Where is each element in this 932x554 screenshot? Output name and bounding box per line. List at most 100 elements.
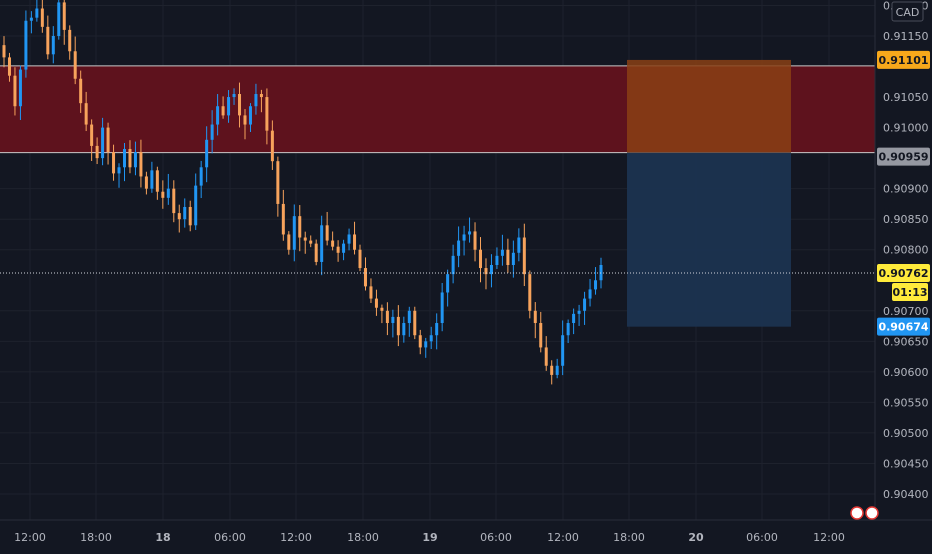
candle-body — [572, 313, 576, 324]
candle-body — [205, 139, 209, 168]
candle-body — [221, 106, 225, 116]
candle-body — [309, 240, 313, 244]
candle-body — [457, 240, 461, 256]
candle-body — [57, 2, 61, 36]
candle-body — [577, 310, 581, 314]
y-tick-label: 0.91000 — [883, 122, 929, 135]
candle-body — [380, 307, 384, 311]
take-profit-area[interactable] — [627, 152, 791, 327]
candle-body — [95, 145, 99, 159]
candle-body — [254, 94, 258, 107]
candle-body — [473, 231, 477, 250]
currency-badge[interactable] — [891, 1, 924, 22]
candle-body — [73, 51, 77, 79]
candle-body — [462, 234, 466, 241]
y-tick-label: 0.90550 — [883, 396, 929, 409]
x-tick-label: 18:00 — [613, 531, 645, 544]
x-tick-label: 06:00 — [480, 531, 512, 544]
candle-body — [320, 225, 324, 262]
y-tick-label: 0.90700 — [883, 305, 929, 318]
candle-body — [106, 127, 110, 153]
candle-body — [84, 103, 88, 125]
candle-body — [369, 286, 373, 299]
candle-body — [232, 94, 236, 98]
y-tick-label: 0.90850 — [883, 213, 929, 226]
candle-body — [2, 45, 6, 58]
candle-body — [40, 8, 44, 27]
candle-body — [550, 365, 554, 375]
candle-body — [331, 240, 335, 247]
candle-body — [199, 167, 203, 186]
zone-bottom-flag — [877, 147, 930, 166]
candle-body — [555, 365, 559, 375]
candle-body — [29, 17, 33, 21]
candle-body — [51, 36, 55, 55]
y-tick-label: 0.90600 — [883, 366, 929, 379]
candle-body — [418, 335, 422, 348]
current-price-flag-text: 0.90762 — [878, 267, 928, 280]
candle-body — [101, 127, 105, 159]
price-flags: 0.91101 0.90959 0.90762 01:13 0.90674 — [877, 50, 930, 336]
short-position-tool[interactable] — [627, 59, 791, 327]
candle-body — [588, 289, 592, 299]
settings-icon[interactable] — [865, 506, 879, 520]
alert-icon[interactable] — [850, 506, 864, 520]
candle-body — [314, 243, 318, 262]
candle-body — [489, 265, 493, 275]
candle-body — [166, 188, 170, 198]
candle-body — [495, 255, 499, 265]
x-tick-label: 20 — [688, 531, 704, 544]
candle-body — [276, 161, 280, 204]
candle-body — [227, 97, 231, 116]
candle-body — [161, 191, 165, 198]
y-tick-label: 0.91050 — [883, 91, 929, 104]
candle-body — [265, 97, 269, 131]
zone-bottom-flag-text: 0.90959 — [878, 151, 928, 164]
candle-body — [292, 216, 296, 250]
candle-body — [243, 115, 247, 125]
x-tick-label: 06:00 — [214, 531, 246, 544]
candle-body — [194, 185, 198, 226]
candle-body — [522, 237, 526, 275]
stop-loss-area[interactable] — [627, 59, 791, 153]
candle-body — [248, 106, 252, 125]
candle-body — [128, 148, 132, 168]
countdown-flag — [892, 282, 928, 301]
candle-body — [303, 237, 307, 241]
candle-body — [287, 234, 291, 250]
candle-body — [347, 234, 351, 244]
candle-body — [429, 335, 433, 342]
y-tick-label: 0.91150 — [883, 30, 929, 43]
candle-body — [35, 8, 39, 18]
candle-body — [90, 124, 94, 146]
candle-body — [13, 75, 17, 107]
x-tick-label: 12:00 — [280, 531, 312, 544]
candle-body — [68, 29, 72, 52]
candle-body — [7, 57, 11, 76]
candle-body — [183, 206, 187, 220]
candle-body — [407, 310, 411, 324]
candle-body — [281, 203, 285, 235]
y-tick-label: 0.90800 — [883, 244, 929, 257]
candle-body — [479, 249, 483, 269]
candle-body — [583, 298, 587, 311]
candle-body — [544, 347, 548, 366]
x-tick-label: 19 — [422, 531, 437, 544]
countdown-text: 01:13 — [892, 286, 927, 299]
candle-body — [435, 323, 439, 336]
candle-body — [188, 206, 192, 226]
settings-icon-group[interactable] — [850, 506, 879, 520]
candle-body — [259, 94, 263, 98]
candle-body — [374, 298, 378, 308]
candle-body — [539, 323, 543, 348]
candle-body — [533, 310, 537, 324]
candle-body — [172, 188, 176, 214]
candle-body — [451, 255, 455, 275]
y-tick-label: 0.90450 — [883, 457, 929, 470]
y-tick-label: 0.90400 — [883, 488, 929, 501]
zone-top-flag-text: 0.91101 — [878, 54, 928, 67]
candle-body — [353, 234, 357, 250]
